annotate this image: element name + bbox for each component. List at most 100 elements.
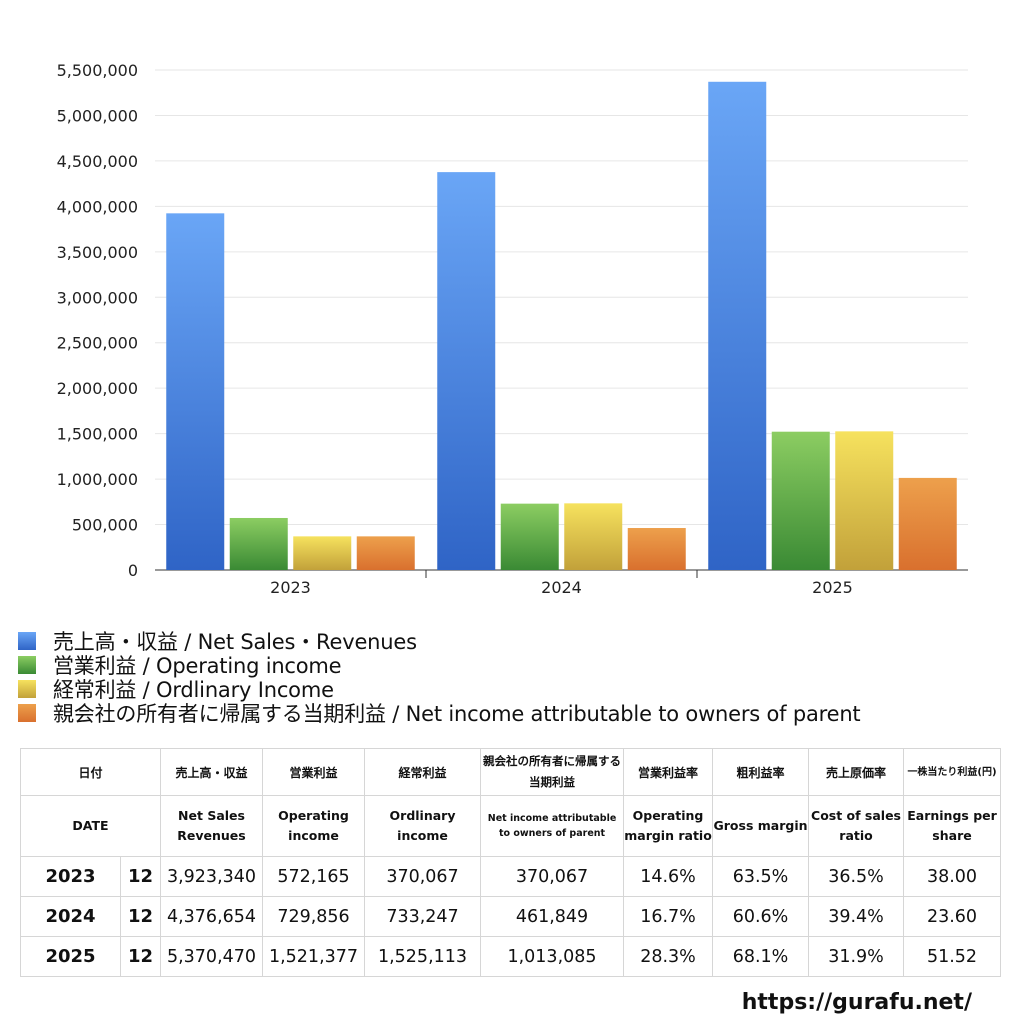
legend-item-ordinary-income: 経常利益 / Ordlinary Income	[18, 677, 860, 702]
y-tick-label: 2,500,000	[57, 334, 138, 353]
cell-ord: 370,067	[364, 856, 482, 897]
cell-sales: 5,370,470	[160, 936, 264, 977]
cell-ord: 1,525,113	[364, 936, 482, 977]
x-axis-ticks: 2023 2024 2025	[270, 570, 853, 597]
header-eps-en: Earnings per share	[903, 795, 1002, 857]
legend-item-net-sales: 売上高・収益 / Net Sales・Revenues	[18, 629, 860, 654]
y-tick-label: 2,000,000	[57, 379, 138, 398]
header-date-en: DATE	[19, 795, 162, 857]
bar-chart: 0 500,000 1,000,000 1,500,000 2,000,000 2,500…	[57, 61, 968, 597]
bar	[708, 81, 767, 570]
cell-eps: 51.52	[903, 936, 1002, 977]
cell-opm: 14.6%	[623, 856, 714, 897]
header-net-jp: 親会社の所有者に帰属する当期利益	[480, 748, 625, 796]
legend: 売上高・収益 / Net Sales・Revenues 営業利益 / Opera…	[18, 629, 861, 726]
bar	[500, 503, 559, 570]
x-tick-label: 2023	[270, 578, 311, 597]
bar	[898, 477, 957, 570]
financial-table: 日付 売上高・収益 営業利益 経常利益 親会社の所有者に帰属する当期利益 営業利…	[19, 748, 1002, 977]
y-tick-label: 500,000	[72, 516, 138, 535]
legend-item-operating-income: 営業利益 / Operating income	[18, 653, 860, 678]
bar	[229, 517, 288, 570]
cell-gm: 68.1%	[712, 936, 810, 977]
legend-label: 親会社の所有者に帰属する当期利益 / Net income attributab…	[53, 702, 861, 726]
header-eps-jp: 一株当たり利益(円)	[903, 748, 1002, 796]
table-row: 2025 12 5,370,470 1,521,377 1,525,113 1,…	[20, 936, 1002, 977]
y-tick-label: 4,500,000	[57, 152, 138, 171]
cell-sales: 3,923,340	[160, 856, 264, 897]
legend-label: 営業利益 / Operating income	[53, 654, 342, 678]
legend-swatch	[18, 632, 36, 650]
bar	[166, 213, 225, 570]
table-row: 2023 12 3,923,340 572,165 370,067 370,06…	[20, 856, 1002, 897]
y-tick-label: 5,500,000	[57, 61, 138, 80]
table-header-jp: 日付 売上高・収益 営業利益 経常利益 親会社の所有者に帰属する当期利益 営業利…	[19, 748, 1002, 796]
y-tick-label: 3,000,000	[57, 288, 138, 307]
table-header-en: DATE Net Sales Revenues Operating income…	[19, 795, 1002, 857]
cell-month: 12	[119, 856, 162, 897]
header-gm-en: Gross margin	[712, 795, 810, 857]
cell-year: 2025	[20, 936, 121, 977]
bar	[293, 536, 352, 570]
y-tick-label: 5,000,000	[57, 106, 138, 125]
cell-gm: 63.5%	[712, 856, 810, 897]
cell-month: 12	[119, 936, 162, 977]
cell-opm: 16.7%	[623, 896, 714, 937]
site-url: https://gurafu.net/	[741, 990, 972, 1015]
y-axis-ticks: 0 500,000 1,000,000 1,500,000 2,000,000 2,500…	[57, 61, 138, 580]
cell-opm: 28.3%	[623, 936, 714, 977]
cell-net: 370,067	[480, 856, 625, 897]
header-cogs-en: Cost of sales ratio	[808, 795, 905, 857]
bars	[166, 81, 957, 570]
cell-cogs: 39.4%	[808, 896, 905, 937]
gridlines	[155, 69, 968, 571]
table-row: 2024 12 4,376,654 729,856 733,247 461,84…	[20, 896, 1002, 937]
legend-swatch	[18, 656, 36, 674]
cell-op: 729,856	[262, 896, 366, 937]
cell-eps: 38.00	[903, 856, 1002, 897]
bar	[564, 503, 623, 570]
y-tick-label: 0	[128, 561, 138, 580]
y-tick-label: 1,000,000	[57, 470, 138, 489]
cell-cogs: 36.5%	[808, 856, 905, 897]
cell-month: 12	[119, 896, 162, 937]
header-op-jp: 営業利益	[262, 748, 366, 796]
header-date-jp: 日付	[19, 748, 162, 796]
cell-eps: 23.60	[903, 896, 1002, 937]
cell-cogs: 31.9%	[808, 936, 905, 977]
header-op-en: Operating income	[262, 795, 366, 857]
bar	[835, 431, 894, 570]
cell-op: 572,165	[262, 856, 366, 897]
y-tick-label: 1,500,000	[57, 425, 138, 444]
bar	[356, 536, 415, 570]
cell-ord: 733,247	[364, 896, 482, 937]
x-tick-label: 2024	[541, 578, 582, 597]
header-opm-en: Operating margin ratio	[623, 795, 714, 857]
cell-gm: 60.6%	[712, 896, 810, 937]
bar	[771, 431, 830, 570]
header-ord-en: Ordlinary income	[364, 795, 482, 857]
header-sales-en: Net Sales Revenues	[160, 795, 264, 857]
header-sales-jp: 売上高・収益	[160, 748, 264, 796]
cell-sales: 4,376,654	[160, 896, 264, 937]
x-tick-label: 2025	[812, 578, 853, 597]
y-tick-label: 3,500,000	[57, 243, 138, 262]
header-ord-jp: 経常利益	[364, 748, 482, 796]
bar	[627, 528, 686, 570]
header-net-en: Net income attributable to owners of par…	[480, 795, 625, 857]
legend-item-net-income: 親会社の所有者に帰属する当期利益 / Net income attributab…	[18, 701, 861, 726]
legend-swatch	[18, 704, 36, 722]
header-gm-jp: 粗利益率	[712, 748, 810, 796]
cell-year: 2023	[20, 856, 121, 897]
legend-label: 経常利益 / Ordlinary Income	[53, 678, 334, 702]
y-tick-label: 4,000,000	[57, 197, 138, 216]
header-cogs-jp: 売上原価率	[808, 748, 905, 796]
bar	[437, 172, 496, 570]
cell-net: 1,013,085	[480, 936, 625, 977]
cell-net: 461,849	[480, 896, 625, 937]
legend-swatch	[18, 680, 36, 698]
header-opm-jp: 営業利益率	[623, 748, 714, 796]
cell-op: 1,521,377	[262, 936, 366, 977]
cell-year: 2024	[20, 896, 121, 937]
legend-label: 売上高・収益 / Net Sales・Revenues	[53, 630, 417, 654]
